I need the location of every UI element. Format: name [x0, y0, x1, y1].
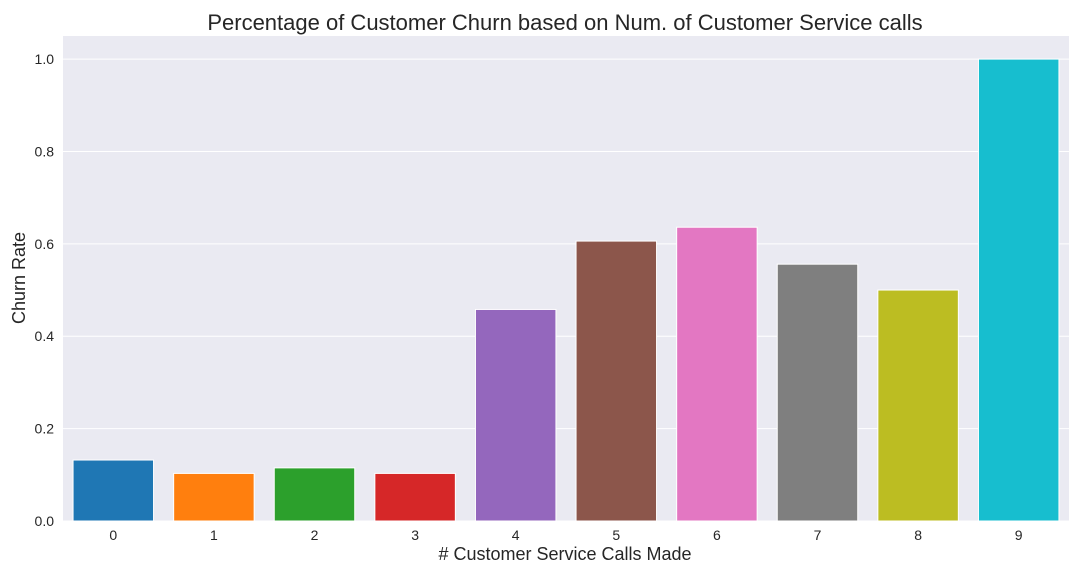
x-axis-ticks: 0 1 2 3 4 5 6 7 8 9	[109, 527, 1022, 543]
bar-2	[273, 467, 356, 522]
x-tick-label: 5	[612, 527, 620, 543]
x-tick-label: 3	[411, 527, 419, 543]
y-tick-label: 0.4	[35, 328, 55, 344]
bar-7	[776, 263, 859, 522]
bar-6	[676, 226, 758, 522]
bar-4	[474, 308, 557, 522]
bar-5	[575, 240, 658, 522]
chart-title: Percentage of Customer Churn based on Nu…	[207, 10, 922, 35]
x-tick-label: 2	[311, 527, 319, 543]
y-tick-label: 1.0	[35, 51, 55, 67]
x-tick-label: 0	[109, 527, 117, 543]
bar-9	[977, 58, 1060, 522]
bar-8	[877, 289, 959, 522]
bar-0	[72, 459, 155, 522]
x-tick-label: 7	[814, 527, 822, 543]
y-tick-label: 0.6	[35, 236, 55, 252]
y-tick-label: 0.8	[35, 143, 55, 159]
y-axis-label: Churn Rate	[9, 232, 29, 324]
x-tick-label: 1	[210, 527, 218, 543]
y-axis-ticks: 0.0 0.2 0.4 0.6 0.8 1.0	[35, 51, 55, 529]
bars	[72, 58, 1060, 522]
y-tick-label: 0.0	[35, 513, 55, 529]
x-tick-label: 4	[512, 527, 520, 543]
x-tick-label: 8	[914, 527, 922, 543]
y-tick-label: 0.2	[35, 421, 55, 437]
x-tick-label: 9	[1015, 527, 1023, 543]
bar-1	[173, 472, 255, 522]
x-axis-label: # Customer Service Calls Made	[438, 544, 691, 564]
bar-3	[374, 472, 456, 522]
x-tick-label: 6	[713, 527, 721, 543]
